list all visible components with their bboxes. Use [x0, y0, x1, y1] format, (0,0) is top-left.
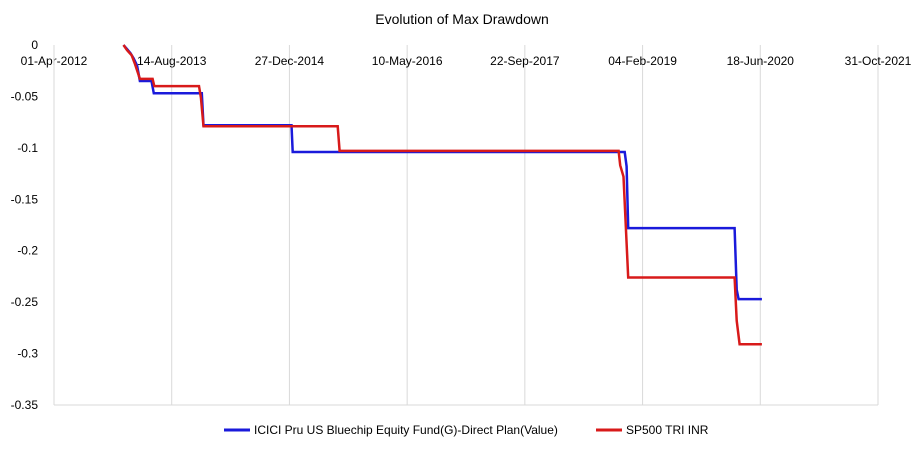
x-tick-label: 04-Feb-2019: [608, 54, 677, 68]
x-tick-label: 27-Dec-2014: [255, 54, 325, 68]
y-tick-label: -0.25: [11, 295, 39, 309]
grid-lines: [53, 45, 879, 405]
y-tick-label: -0.1: [17, 141, 38, 155]
y-tick-label: -0.2: [17, 244, 38, 258]
series-line-2: [122, 44, 762, 346]
legend-label-2: SP500 TRI INR: [626, 423, 709, 437]
legend: ICICI Pru US Bluechip Equity Fund(G)-Dir…: [224, 423, 709, 437]
series-lines: [122, 44, 762, 346]
y-tick-label: -0.35: [11, 398, 39, 412]
x-tick-label: 18-Jun-2020: [727, 54, 795, 68]
x-tick-label: 22-Sep-2017: [490, 54, 560, 68]
legend-label-1: ICICI Pru US Bluechip Equity Fund(G)-Dir…: [254, 423, 558, 437]
axes: 01-Apr-2012 14-Aug-2013 27-Dec-2014 10-May-…: [11, 38, 912, 412]
x-tick-label: 31-Oct-2021: [845, 54, 912, 68]
y-tick-label: -0.3: [17, 347, 38, 361]
y-tick-label: -0.05: [11, 89, 39, 103]
x-tick-label: 10-May-2016: [372, 54, 443, 68]
series-line-1: [122, 44, 762, 301]
chart-title: Evolution of Max Drawdown: [375, 11, 549, 27]
x-tick-label: 14-Aug-2013: [137, 54, 207, 68]
y-tick-label: 0: [31, 38, 38, 52]
y-tick-label: -0.15: [11, 192, 39, 206]
